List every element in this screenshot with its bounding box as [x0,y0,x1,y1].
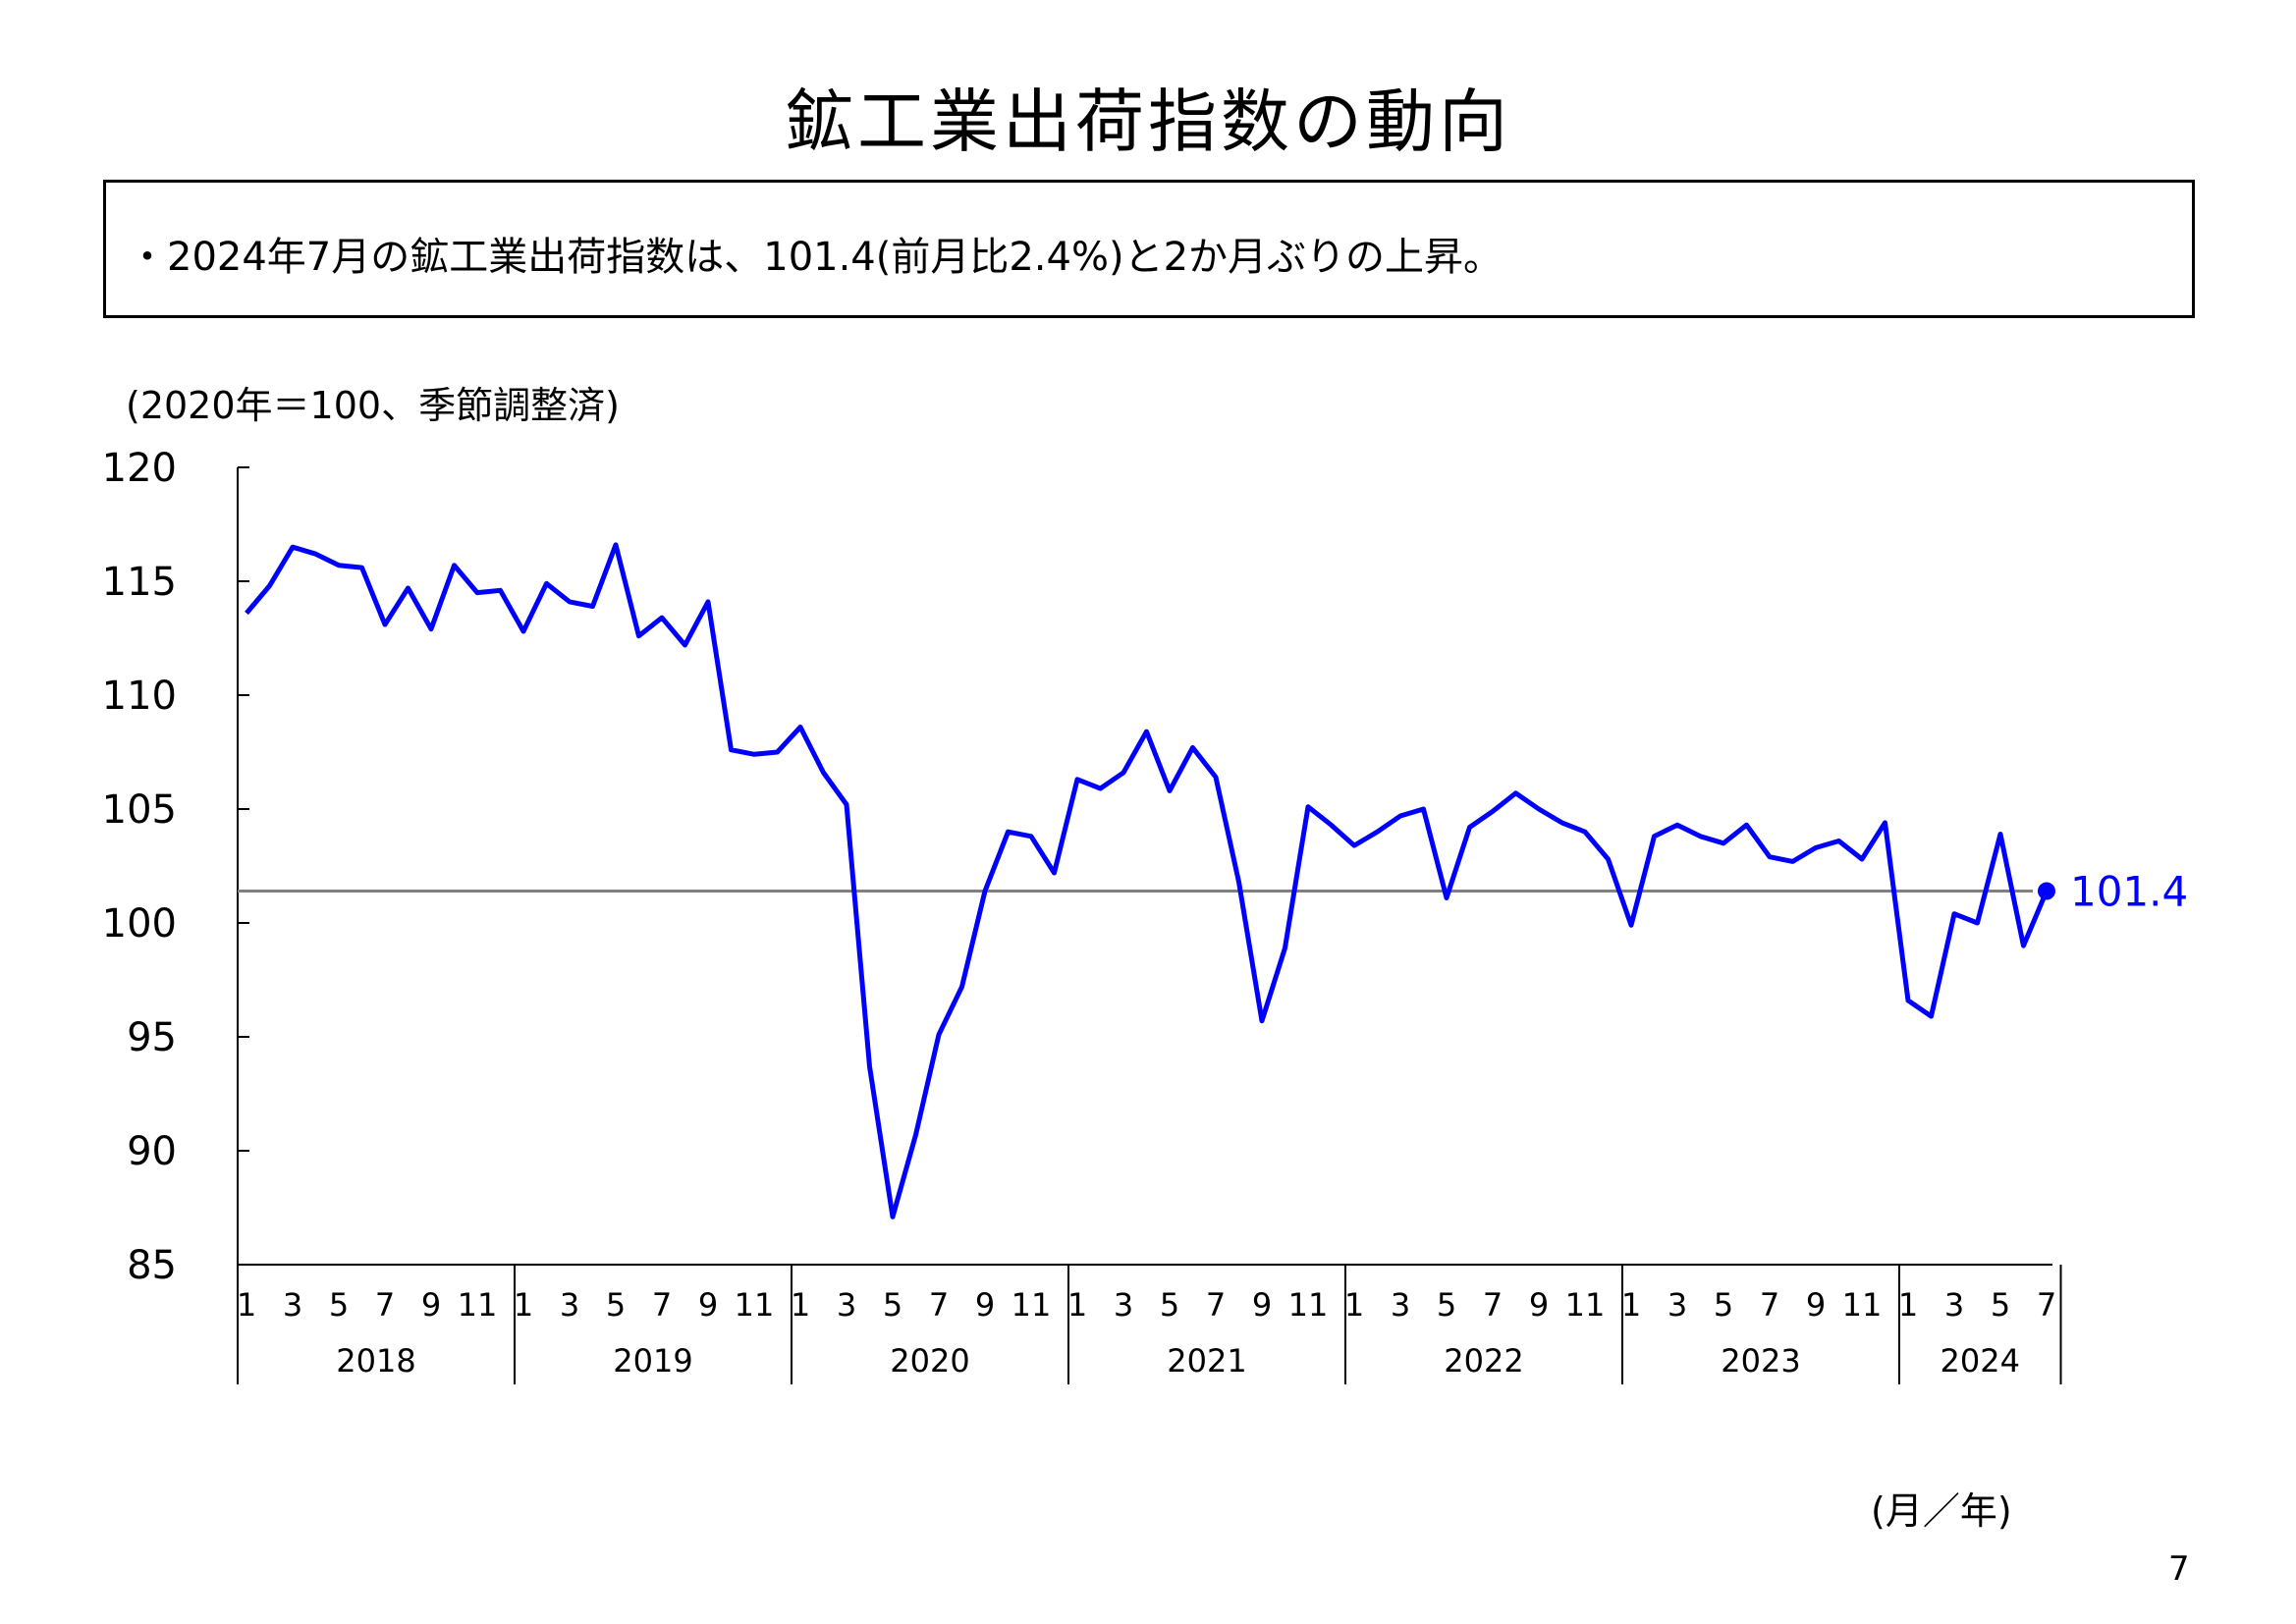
year-label: 2023 [1721,1342,1800,1380]
y-tick-label: 90 [127,1129,177,1174]
month-tick-label: 9 [975,1286,995,1324]
series-line [245,542,2050,1219]
y-unit-label: (2020年＝100、季節調整済) [126,384,620,427]
month-tick-label: 1 [791,1286,810,1324]
month-tick-label: 1 [1621,1286,1641,1324]
month-tick-label: 5 [1991,1286,2010,1324]
month-tick-label: 3 [1944,1286,1964,1324]
month-tick-label: 1 [237,1286,256,1324]
month-tick-label: 11 [458,1286,498,1324]
month-tick-label: 3 [1391,1286,1410,1324]
y-tick-label: 95 [127,1015,177,1060]
page-title: 鉱工業出荷指数の動向 [785,81,1511,162]
last-point-marker [2038,882,2055,900]
month-tick-label: 11 [1842,1286,1883,1324]
month-tick-label: 3 [837,1286,856,1324]
y-tick-label: 115 [102,560,177,605]
y-tick-label: 85 [127,1243,177,1288]
y-tick-label: 110 [102,674,177,719]
summary-text: ・2024年7月の鉱工業出荷指数は、101.4(前月比2.4%)と2か月ぶりの上… [128,235,1503,280]
month-tick-label: 11 [735,1286,775,1324]
month-tick-label: 1 [1898,1286,1918,1324]
month-tick-label: 5 [1437,1286,1456,1324]
month-tick-label: 7 [1206,1286,1226,1324]
month-tick-label: 5 [883,1286,902,1324]
month-tick-label: 1 [1344,1286,1364,1324]
year-label: 2020 [890,1342,969,1380]
month-tick-label: 9 [421,1286,441,1324]
page-number: 7 [2168,1549,2190,1589]
month-tick-label: 9 [1529,1286,1549,1324]
month-tick-label: 9 [698,1286,718,1324]
year-label: 2019 [613,1342,692,1380]
month-tick-label: 9 [1806,1286,1826,1324]
year-label: 2021 [1167,1342,1246,1380]
x-axis-unit-note: (月／年) [1871,1489,2012,1533]
y-tick-label: 105 [102,787,177,833]
month-tick-label: 11 [1288,1286,1329,1324]
month-tick-label: 7 [2037,1286,2056,1324]
month-tick-label: 7 [652,1286,672,1324]
month-tick-label: 7 [1483,1286,1503,1324]
last-value-label: 101.4 [2070,868,2188,916]
month-tick-label: 3 [283,1286,302,1324]
month-tick-label: 5 [1160,1286,1179,1324]
month-tick-label: 9 [1252,1286,1272,1324]
month-tick-label: 11 [1011,1286,1052,1324]
month-tick-label: 7 [375,1286,395,1324]
month-tick-label: 1 [514,1286,533,1324]
summary-box: ・2024年7月の鉱工業出荷指数は、101.4(前月比2.4%)と2か月ぶりの上… [103,180,2195,318]
month-tick-label: 5 [1714,1286,1733,1324]
month-tick-label: 3 [560,1286,579,1324]
year-label: 2018 [336,1342,415,1380]
month-tick-label: 7 [929,1286,949,1324]
month-tick-label: 5 [606,1286,626,1324]
year-label: 2024 [1941,1342,2020,1380]
year-label: 2022 [1444,1342,1523,1380]
month-tick-label: 3 [1114,1286,1133,1324]
month-tick-label: 11 [1565,1286,1606,1324]
chart-axes [237,466,2062,1384]
month-tick-label: 7 [1760,1286,1779,1324]
y-tick-label: 120 [102,446,177,491]
series-group [245,542,2055,1219]
month-tick-label: 5 [329,1286,349,1324]
month-tick-label: 3 [1667,1286,1687,1324]
month-tick-label: 1 [1067,1286,1087,1324]
y-tick-label: 100 [102,901,177,947]
